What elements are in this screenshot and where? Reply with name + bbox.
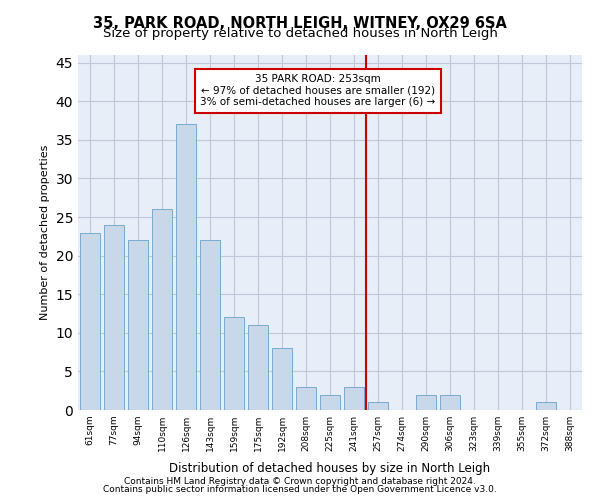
X-axis label: Distribution of detached houses by size in North Leigh: Distribution of detached houses by size …	[169, 462, 491, 475]
Text: Size of property relative to detached houses in North Leigh: Size of property relative to detached ho…	[103, 26, 497, 40]
Bar	[152, 210, 172, 410]
Text: 35 PARK ROAD: 253sqm
← 97% of detached houses are smaller (192)
3% of semi-detac: 35 PARK ROAD: 253sqm ← 97% of detached h…	[200, 74, 436, 108]
Bar	[104, 225, 124, 410]
Bar	[248, 325, 268, 410]
Bar	[344, 387, 364, 410]
Bar	[536, 402, 556, 410]
Bar	[368, 402, 388, 410]
Bar	[296, 387, 316, 410]
Text: Contains HM Land Registry data © Crown copyright and database right 2024.: Contains HM Land Registry data © Crown c…	[124, 477, 476, 486]
Bar	[176, 124, 196, 410]
Bar	[80, 232, 100, 410]
Text: Contains public sector information licensed under the Open Government Licence v3: Contains public sector information licen…	[103, 485, 497, 494]
Y-axis label: Number of detached properties: Number of detached properties	[40, 145, 50, 320]
Bar	[440, 394, 460, 410]
Bar	[272, 348, 292, 410]
Bar	[128, 240, 148, 410]
Bar	[200, 240, 220, 410]
Text: 35, PARK ROAD, NORTH LEIGH, WITNEY, OX29 6SA: 35, PARK ROAD, NORTH LEIGH, WITNEY, OX29…	[93, 16, 507, 31]
Bar	[224, 318, 244, 410]
Bar	[320, 394, 340, 410]
Bar	[416, 394, 436, 410]
